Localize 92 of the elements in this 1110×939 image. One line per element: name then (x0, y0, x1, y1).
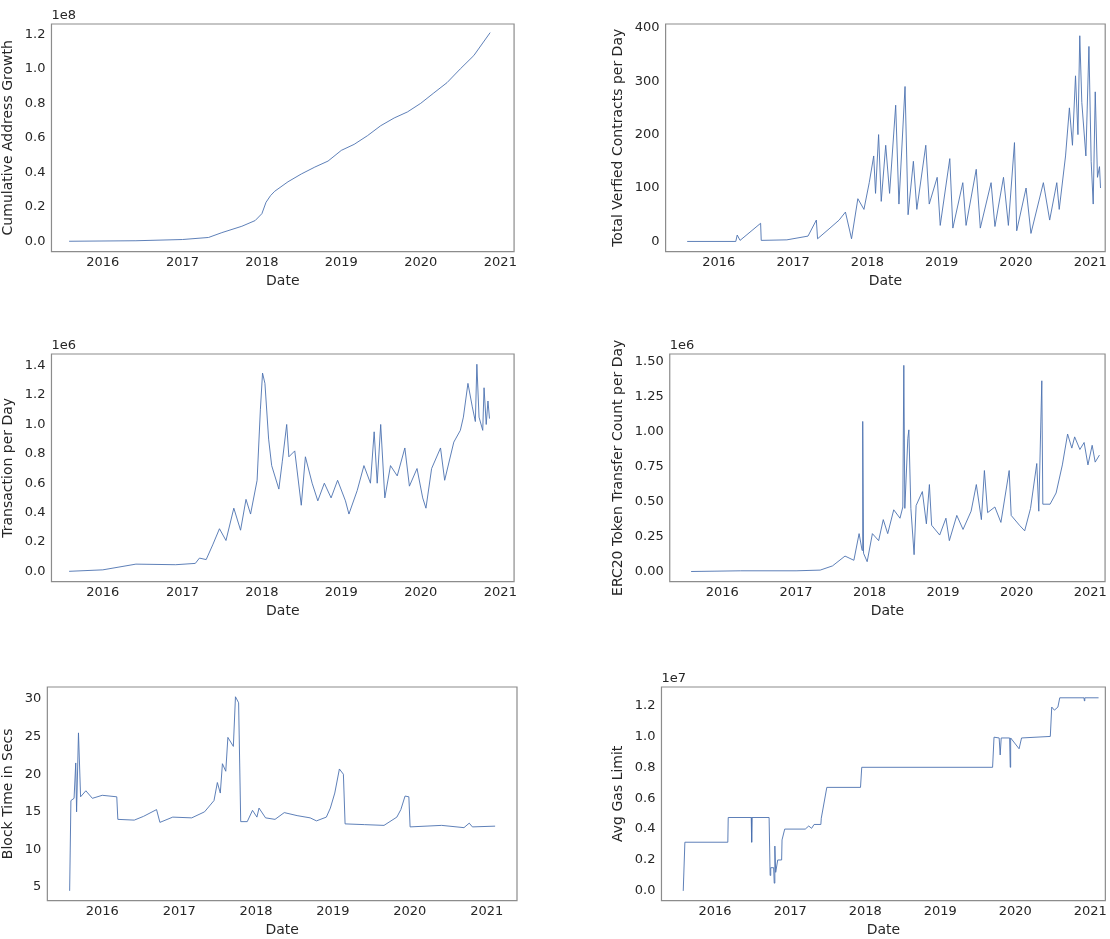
x-tick-label: 2017 (165, 253, 200, 269)
y-tick-label: 0.4 (24, 163, 46, 179)
x-tick-label: 2018 (239, 902, 273, 918)
y-tick-label: 5 (33, 878, 42, 894)
x-tick-label: 2019 (923, 902, 957, 918)
x-tick-label: 2019 (926, 583, 960, 599)
y-tick-label: 300 (634, 72, 660, 88)
x-tick-label: 2018 (850, 253, 884, 269)
x-tick-label: 2019 (925, 253, 959, 269)
y-tick-label: 0.2 (24, 198, 46, 214)
x-tick-label: 2019 (324, 583, 358, 599)
y-tick-label: 0.00 (634, 562, 664, 578)
x-tick-label: 2018 (853, 583, 887, 599)
y-tick-label: 15 (24, 803, 42, 819)
y-tick-label: 0.0 (24, 232, 46, 248)
y-tick-label: 20 (24, 765, 42, 781)
x-tick-label: 2020 (404, 253, 438, 269)
x-tick-label: 2017 (779, 583, 813, 599)
y-tick-label: 0.0 (24, 562, 46, 578)
y-axis-title: Transaction per Day (0, 397, 16, 539)
x-axis-title: Date (266, 602, 300, 619)
y-axis-title: Block Time in Secs (0, 728, 16, 860)
x-tick-label: 2021 (483, 253, 517, 269)
x-axis-title: Date (266, 272, 300, 289)
y-axis-title: Total Verfied Contracts per Day (609, 28, 626, 248)
text: 1e8 (51, 6, 77, 22)
x-tick-label: 2018 (245, 253, 279, 269)
x-tick-label: 2021 (483, 583, 517, 599)
text: 1e6 (51, 336, 77, 352)
x-tick-label: 2020 (998, 902, 1032, 918)
y-tick-label: 1.0 (634, 727, 656, 743)
y-axis-title: Avg Gas Limit (609, 745, 626, 842)
x-axis-title: Date (866, 921, 901, 938)
y-tick-label: 1.2 (24, 25, 46, 41)
x-tick-label: 2020 (1000, 583, 1034, 599)
y-tick-label: 0.8 (24, 94, 46, 110)
y-tick-label: 0.75 (634, 457, 664, 473)
y-tick-label: 0.25 (634, 527, 664, 543)
x-tick-label: 2016 (85, 902, 119, 918)
x-axis-title: Date (265, 921, 299, 938)
x-tick-label: 2021 (1073, 902, 1107, 918)
x-tick-label: 2017 (776, 253, 810, 269)
y-tick-label: 1.00 (634, 422, 664, 438)
x-tick-label: 2016 (86, 253, 120, 269)
x-tick-label: 2021 (470, 902, 504, 918)
y-tick-label: 1.4 (24, 357, 46, 373)
y-tick-label: 0.8 (634, 758, 656, 774)
x-tick-label: 2016 (702, 253, 736, 269)
y-tick-label: 30 (24, 690, 42, 706)
y-tick-label: 0 (651, 232, 660, 248)
y-tick-label: 1.2 (24, 386, 46, 402)
y-tick-label: 0.4 (634, 820, 656, 836)
y-tick-label: 0.2 (634, 851, 656, 867)
x-tick-label: 2021 (1073, 583, 1107, 599)
y-tick-label: 0.6 (634, 789, 656, 805)
y-tick-label: 10 (24, 840, 42, 856)
x-tick-label: 2020 (404, 583, 438, 599)
y-tick-label: 0.6 (24, 474, 46, 490)
x-tick-label: 2017 (162, 902, 196, 918)
y-tick-label: 0.0 (634, 882, 656, 898)
y-axis-title: ERC20 Token Transfer Count per Day (609, 339, 626, 596)
x-tick-label: 2020 (393, 902, 427, 918)
y-tick-label: 400 (634, 19, 660, 35)
y-tick-label: 25 (24, 728, 42, 744)
y-tick-label: 1.0 (24, 60, 46, 76)
y-tick-label: 1.2 (634, 696, 656, 712)
y-tick-label: 1.50 (634, 352, 664, 368)
x-tick-label: 2019 (324, 253, 358, 269)
y-axis-title: Cumulative Address Growth (0, 40, 16, 236)
x-tick-label: 2020 (999, 253, 1033, 269)
text: 1e7 (661, 669, 687, 685)
text: 1e6 (669, 336, 695, 352)
y-tick-label: 0.2 (24, 533, 46, 549)
y-tick-label: 100 (634, 179, 660, 195)
x-tick-label: 2016 (705, 583, 739, 599)
x-tick-label: 2016 (86, 583, 120, 599)
x-tick-label: 2019 (316, 902, 350, 918)
x-tick-label: 2021 (1073, 253, 1107, 269)
y-tick-label: 0.50 (634, 492, 664, 508)
x-tick-label: 2017 (773, 902, 807, 918)
x-tick-label: 2016 (698, 902, 732, 918)
y-tick-label: 0.8 (24, 445, 46, 461)
x-axis-title: Date (868, 272, 903, 289)
x-axis-title: Date (870, 602, 905, 619)
x-tick-label: 2018 (848, 902, 882, 918)
x-tick-label: 2017 (165, 583, 200, 599)
y-tick-label: 1.0 (24, 415, 46, 431)
y-tick-label: 200 (634, 125, 660, 141)
y-tick-label: 1.25 (634, 387, 664, 403)
y-tick-label: 0.4 (24, 503, 46, 519)
x-tick-label: 2018 (245, 583, 279, 599)
y-tick-label: 0.6 (24, 129, 46, 145)
